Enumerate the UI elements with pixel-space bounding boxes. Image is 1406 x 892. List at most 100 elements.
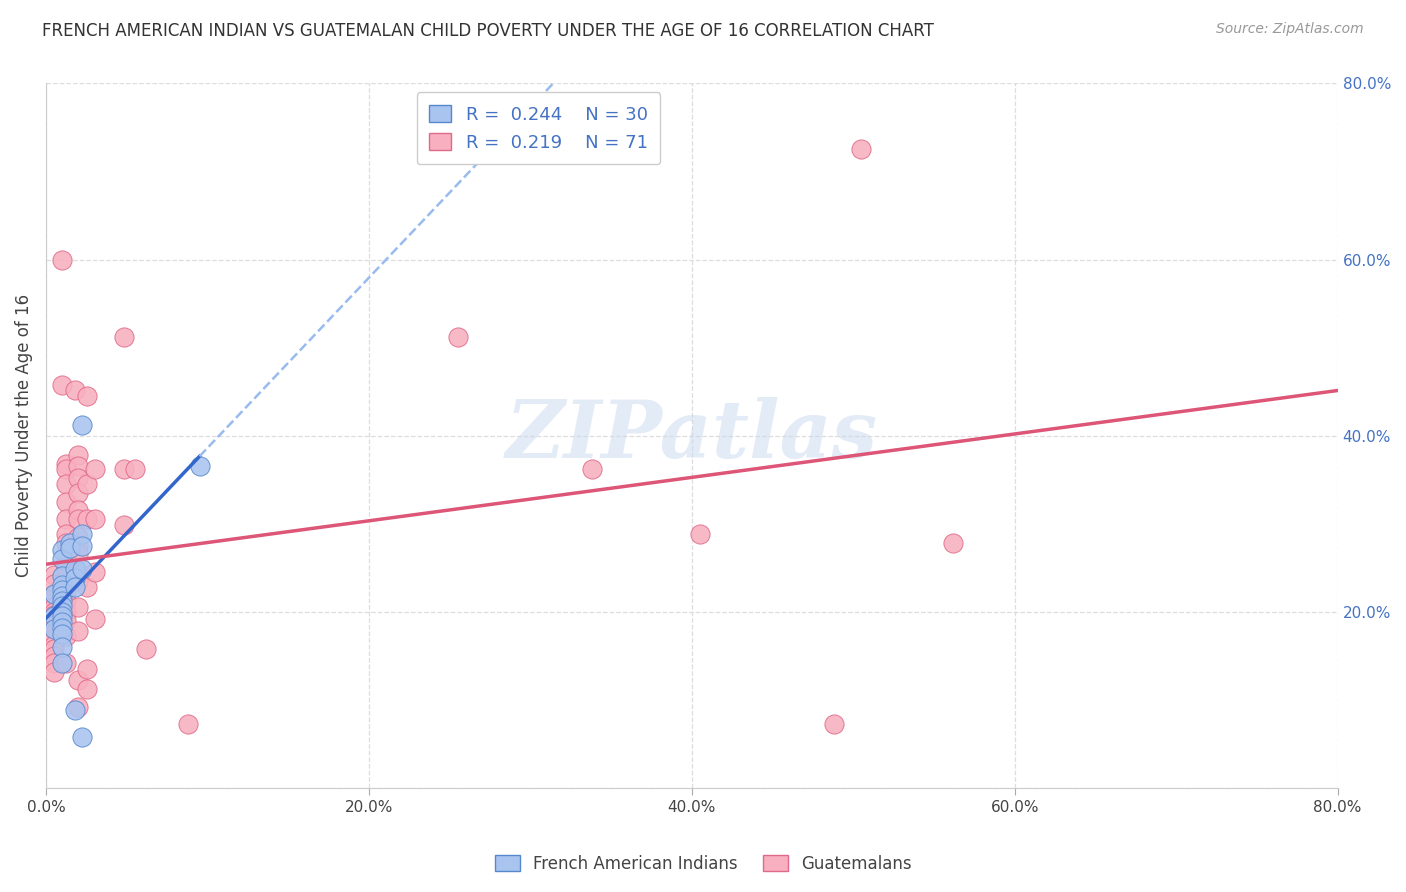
Point [59,541,82,556]
Point [55,614,77,628]
Point [76,682,98,697]
Point [67,673,90,688]
Point [76,477,98,491]
Point [44,608,66,623]
Legend: R =  0.244    N = 30, R =  0.219    N = 71: R = 0.244 N = 30, R = 0.219 N = 71 [416,93,661,164]
Point [51,543,73,558]
Point [76,580,98,594]
Point [55,536,77,550]
Point [51,578,73,592]
Point [51,252,73,267]
Point [76,512,98,526]
Point [55,629,77,643]
Point [67,574,90,588]
Point [51,552,73,566]
Point [689,527,711,541]
Point [51,621,73,635]
Point [67,448,90,462]
Y-axis label: Child Poverty Under the Age of 16: Child Poverty Under the Age of 16 [15,294,32,577]
Point [65,703,87,717]
Point [67,459,90,474]
Point [44,641,66,656]
Point [44,622,66,636]
Point [83,462,105,476]
Point [55,462,77,476]
Point [112,462,135,476]
Point [67,624,90,638]
Point [83,565,105,579]
Point [188,459,211,474]
Point [44,648,66,663]
Text: ZIPatlas: ZIPatlas [506,397,877,475]
Point [67,503,90,517]
Point [44,591,66,606]
Text: Source: ZipAtlas.com: Source: ZipAtlas.com [1216,22,1364,37]
Point [55,585,77,599]
Point [83,612,105,626]
Point [112,330,135,344]
Point [59,536,82,550]
Point [65,571,87,585]
Point [51,569,73,583]
Point [135,641,157,656]
Point [44,618,66,632]
Point [67,600,90,615]
Point [942,536,965,550]
Point [83,512,105,526]
Legend: French American Indians, Guatemalans: French American Indians, Guatemalans [488,848,918,880]
Point [67,485,90,500]
Point [55,527,77,541]
Point [177,717,200,731]
Point [67,539,90,553]
Point [51,640,73,654]
Point [823,717,845,731]
Point [55,512,77,526]
Point [76,662,98,676]
Point [76,389,98,403]
Point [112,518,135,533]
Point [124,462,146,476]
Point [70,562,93,576]
Point [55,605,77,619]
Point [51,377,73,392]
Point [44,614,66,628]
Point [51,589,73,603]
Point [65,383,87,397]
Point [44,626,66,640]
Point [51,656,73,670]
Point [44,605,66,619]
Point [51,582,73,597]
Point [70,527,93,541]
Point [44,656,66,670]
Point [581,462,603,476]
Point [55,580,77,594]
Point [44,638,66,652]
Point [67,548,90,562]
Point [51,626,73,640]
Point [44,622,66,636]
Point [67,530,90,544]
Point [55,594,77,608]
Point [44,665,66,679]
Point [447,330,470,344]
Point [55,553,77,567]
Point [44,576,66,591]
Point [51,605,73,619]
Point [67,565,90,579]
Point [51,599,73,613]
Point [51,609,73,624]
Point [55,457,77,471]
Point [44,587,66,601]
Point [70,730,93,744]
Point [70,539,93,553]
Text: FRENCH AMERICAN INDIAN VS GUATEMALAN CHILD POVERTY UNDER THE AGE OF 16 CORRELATI: FRENCH AMERICAN INDIAN VS GUATEMALAN CHI… [42,22,934,40]
Point [51,594,73,608]
Point [44,567,66,582]
Point [51,615,73,630]
Point [55,494,77,508]
Point [44,631,66,645]
Point [851,143,873,157]
Point [65,580,87,594]
Point [55,562,77,576]
Point [67,699,90,714]
